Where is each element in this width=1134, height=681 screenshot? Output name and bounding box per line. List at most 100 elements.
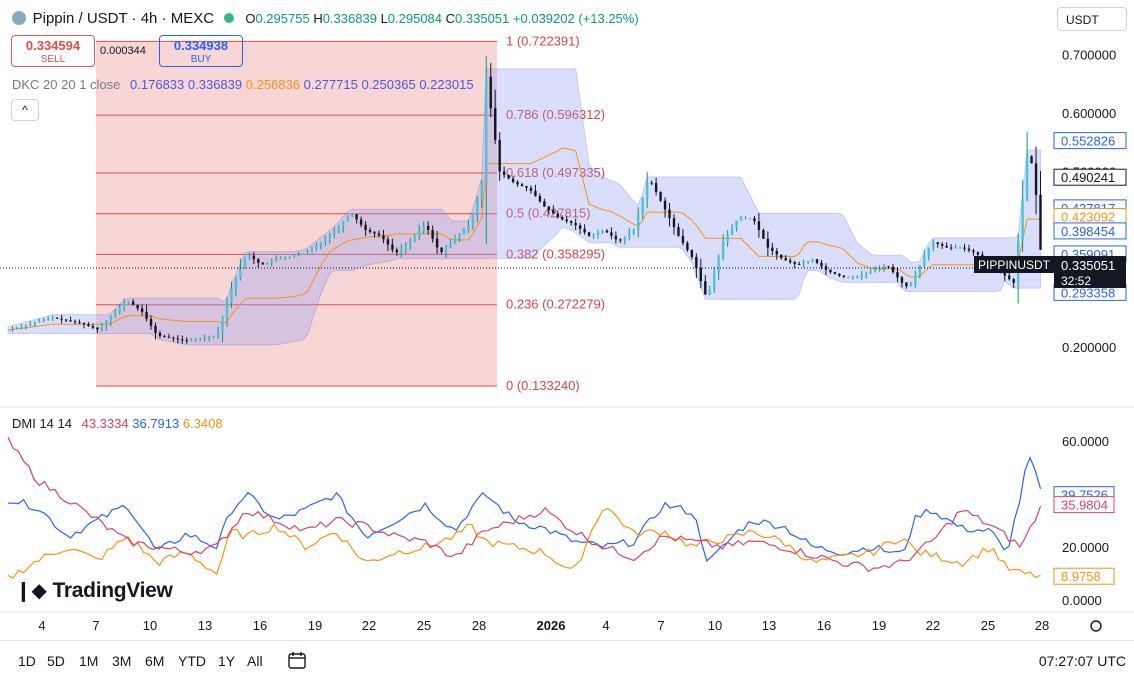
candle-body <box>605 230 609 233</box>
candle-body <box>261 262 264 265</box>
candle-body <box>391 244 394 250</box>
candle-body <box>833 272 837 274</box>
candle-body <box>802 262 805 265</box>
last-price-tag-value: 0.335051 <box>1061 258 1115 273</box>
dkc-value-5: 0.223015 <box>419 77 474 92</box>
price-axis-tick-0: 0.200000 <box>1062 340 1116 355</box>
time-axis-tick-5: 19 <box>308 618 322 633</box>
candle-body <box>784 258 787 261</box>
price-tag-box-4 <box>1053 222 1127 240</box>
dmi-tag-box-1 <box>1053 496 1115 514</box>
timeframe-all[interactable]: All <box>247 653 263 669</box>
candle-body <box>216 330 220 336</box>
candle-body <box>100 325 104 330</box>
candle-body <box>806 261 810 263</box>
candle-body <box>699 268 703 282</box>
price-tag-label-6: 0.293358 <box>1061 285 1115 300</box>
candle-body <box>565 219 568 222</box>
candle-body <box>775 251 778 255</box>
candle-body <box>623 237 627 241</box>
time-axis-tick-1: 7 <box>92 618 99 633</box>
candle-body <box>721 241 725 258</box>
candle-body <box>212 335 215 337</box>
candle-body <box>69 320 72 322</box>
candle-body <box>221 316 224 331</box>
candle-body <box>614 235 618 240</box>
candle-body <box>766 238 770 248</box>
symbol-title[interactable]: Pippin / USDT · 4h · MEXC <box>32 10 215 27</box>
time-axis-tick-2: 10 <box>143 618 157 633</box>
time-axis-tick-17: 25 <box>981 618 995 633</box>
bottom-toolbar: 1D 5D 1M 3M 6M YTD 1Y All 07:27:07 UTC <box>0 640 1134 681</box>
timeframe-3m[interactable]: 3M <box>112 653 132 669</box>
candle-body <box>583 228 586 233</box>
candle-body <box>1008 275 1011 280</box>
settings-gear-icon[interactable] <box>1090 620 1102 632</box>
dkc-value-0: 0.176833 <box>130 77 185 92</box>
timeframe-1d[interactable]: 1D <box>18 653 36 669</box>
candle-body <box>900 277 904 283</box>
candle-body <box>131 301 135 305</box>
dkc-legend[interactable]: DKC 20 20 1 close 0.176833 0.336839 0.25… <box>12 77 474 92</box>
candle-body <box>654 183 658 192</box>
buy-label: BUY <box>190 54 212 65</box>
dmi-legend[interactable]: DMI 14 14 43.3334 36.7913 6.3408 <box>12 416 223 431</box>
candle-body <box>864 273 868 276</box>
time-axis-tick-14: 16 <box>817 618 831 633</box>
time-axis-tick-16: 22 <box>926 618 940 633</box>
time-axis-tick-12: 10 <box>708 618 722 633</box>
candle-body <box>601 230 604 233</box>
candle-body <box>234 277 238 289</box>
candle-body <box>467 225 470 230</box>
candle-body <box>645 182 649 199</box>
high-value: 0.336839 <box>322 11 377 26</box>
candle-body <box>82 323 86 325</box>
candle-body <box>47 318 50 321</box>
candle-body <box>485 76 488 184</box>
candle-body <box>176 338 180 340</box>
candle-body <box>243 256 247 268</box>
candle-body <box>538 196 542 202</box>
candle-body <box>194 339 197 341</box>
candle-body <box>252 255 256 260</box>
candle-body <box>24 324 28 326</box>
time-axis-tick-10: 4 <box>602 618 609 633</box>
candle-body <box>1039 194 1042 250</box>
candle-body <box>552 210 555 214</box>
symbol-tag-label: PIPPINUSDT <box>978 258 1051 272</box>
candle-body <box>288 256 291 258</box>
time-axis-tick-3: 13 <box>198 618 212 633</box>
candle-body <box>426 225 430 230</box>
candle-body <box>918 265 922 275</box>
collapse-legend-button[interactable]: ^ <box>11 99 39 121</box>
symbol-tag-box <box>974 255 1054 273</box>
candle-body <box>547 206 551 211</box>
calendar-range-icon[interactable] <box>287 650 307 670</box>
candle-body <box>789 260 792 263</box>
timeframe-1m[interactable]: 1M <box>79 653 99 669</box>
buy-button[interactable]: 0.334938 BUY <box>159 35 243 67</box>
candle-body <box>149 318 153 326</box>
dkc-value-2: 0.256836 <box>245 77 300 92</box>
candle-body <box>73 321 77 323</box>
candle-body <box>386 239 390 245</box>
timeframe-ytd[interactable]: YTD <box>178 653 206 669</box>
candle-body <box>811 259 814 262</box>
sell-button[interactable]: 0.334594 SELL <box>11 35 95 67</box>
currency-selector[interactable]: USDT <box>1057 7 1127 31</box>
candle-body <box>324 238 327 242</box>
candle-body <box>230 288 233 303</box>
timeframe-1y[interactable]: 1Y <box>218 653 236 669</box>
last-price-countdown: 32:52 <box>1061 274 1091 288</box>
dkc-value-1: 0.336839 <box>187 77 243 92</box>
candle-body <box>940 244 944 246</box>
candle-body <box>342 221 345 227</box>
candle-body <box>619 239 622 241</box>
candle-body <box>15 327 19 329</box>
price-tag-label-3: 0.423092 <box>1061 209 1115 224</box>
timeframe-6m[interactable]: 6M <box>145 653 165 669</box>
utc-clock[interactable]: 07:27:07 UTC <box>1038 653 1126 669</box>
candle-body <box>185 340 188 342</box>
timeframe-5d[interactable]: 5D <box>47 653 65 669</box>
